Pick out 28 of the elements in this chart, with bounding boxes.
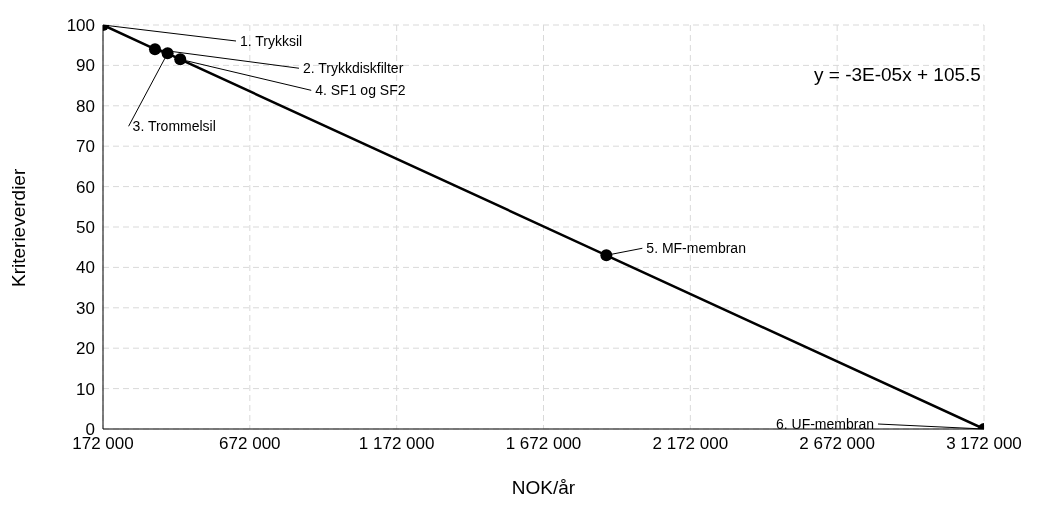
annotation: 3. Trommelsil [132, 118, 216, 135]
point [148, 43, 161, 56]
annotation: y = -3E-05x + 105.5 [814, 64, 981, 85]
annotation: 1. Trykksil [240, 33, 303, 49]
x-tick-label: 2 172 000 [652, 434, 729, 454]
x-axis-title: NOK/år [511, 477, 576, 498]
y-tick-label: 10 [76, 379, 95, 399]
annotation: 2. Trykkdiskfilter [302, 60, 404, 77]
x-tick-label: 1 672 000 [505, 434, 582, 454]
x-tick-label: 672 000 [219, 434, 281, 454]
y-tick-label: 40 [76, 258, 95, 278]
y-tick-label: 20 [76, 339, 95, 359]
y-tick-label: 90 [76, 56, 95, 76]
y-tick-label: 30 [76, 298, 95, 318]
annotation: 6. UF-membran [775, 416, 874, 432]
x-tick-label: 2 672 000 [799, 434, 875, 454]
annotation: 5. MF-membran [646, 240, 746, 257]
y-tick-label: 70 [76, 137, 95, 157]
x-tick-label: 3 172 000 [946, 434, 1022, 454]
x-tick-label: 1 172 000 [358, 434, 435, 454]
point [600, 249, 613, 262]
y-tick-label: 60 [76, 177, 95, 197]
y-tick-label: 50 [76, 218, 95, 238]
y-tick-label: 100 [66, 16, 95, 36]
point [174, 53, 187, 66]
y-tick-label: 80 [76, 96, 95, 116]
y-axis-title: Kriterieverdier [7, 168, 29, 287]
annotation: 4. SF1 og SF2 [315, 82, 406, 99]
